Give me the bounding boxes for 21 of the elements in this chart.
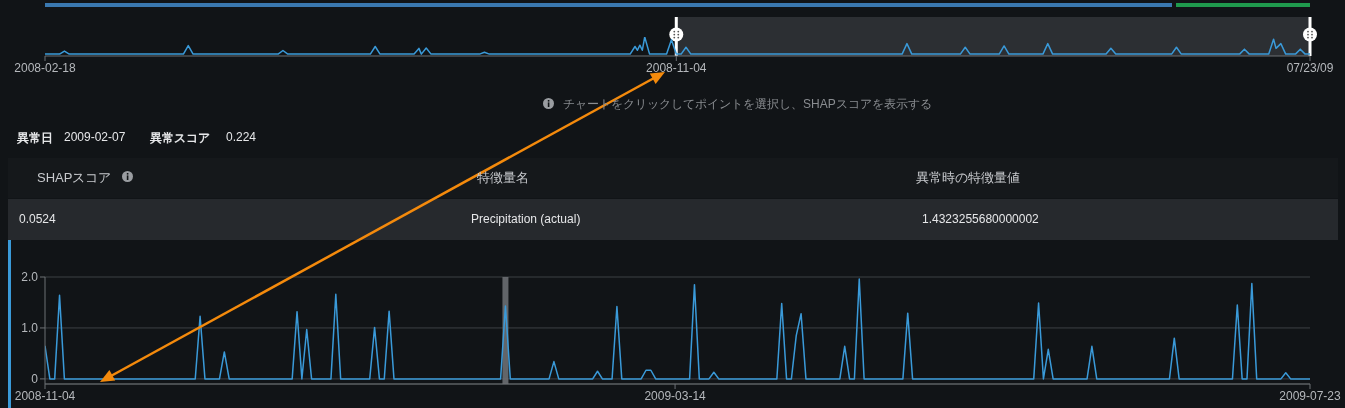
y-tick-label: 2.0 (21, 270, 39, 285)
text: 1.4323255680000002 (922, 212, 1039, 226)
line-series (45, 278, 1310, 380)
y-tick-label: 1.0 (21, 321, 39, 336)
x-tick-label: 07/23/09 (1286, 60, 1334, 75)
text: 0.224 (226, 130, 257, 144)
text: 異常日 (17, 130, 53, 147)
text: チャートをクリックしてポイントを選択し、SHAPスコアを表示する (563, 96, 932, 113)
x-tick-label: 2008-11-04 (646, 60, 707, 75)
y-tick-label: 0 (31, 372, 39, 387)
x-tick-label: 2009-07-23 (1279, 388, 1342, 403)
x-tick-label: 2008-11-04 (14, 388, 76, 403)
text: 異常スコア (150, 130, 210, 147)
text: 特徴量名 (477, 169, 529, 187)
x-tick-label: 2008-02-18 (14, 60, 77, 75)
text: 2009-02-07 (64, 130, 126, 144)
text: 0.0524 (19, 212, 56, 226)
x-tick-label: 2009-03-14 (644, 388, 707, 403)
text: 異常時の特徴量値 (916, 169, 1020, 187)
text: SHAPスコア (37, 169, 112, 187)
text: Precipitation (actual) (471, 212, 581, 226)
